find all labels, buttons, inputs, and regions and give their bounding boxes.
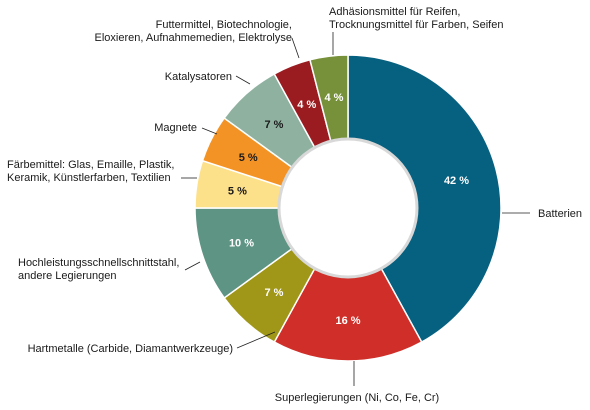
- value-label: 7 %: [264, 287, 283, 299]
- donut-hole-shadow: [277, 137, 419, 279]
- leader-line: [235, 75, 251, 85]
- category-label-hochleistungsschnellschnittstahl: Hochleistungsschnellschnittstahl, andere …: [18, 257, 179, 282]
- leader-line: [201, 127, 218, 135]
- category-label-futtermittel-biotechnologie: Futtermittel, Biotechnologie, Eloxieren, …: [95, 19, 293, 44]
- value-label: 10 %: [229, 238, 254, 250]
- leader-line: [184, 261, 201, 271]
- value-label: 5 %: [228, 185, 247, 197]
- leader-line: [291, 37, 300, 59]
- value-label: 16 %: [335, 315, 360, 327]
- value-label: 7 %: [264, 119, 283, 131]
- value-label: 5 %: [239, 152, 258, 164]
- leader-line: [236, 331, 276, 349]
- category-label-superlegierungen-ni-co-fe-cr: Superlegierungen (Ni, Co, Fe, Cr): [275, 392, 439, 404]
- value-label: 4 %: [324, 92, 343, 104]
- category-label-magnete: Magnete: [154, 122, 197, 134]
- value-label: 42 %: [444, 175, 469, 187]
- donut-hole: [281, 141, 415, 275]
- category-label-batterien: Batterien: [538, 208, 582, 220]
- category-label-hartmetalle-carbide-diamantwerkzeuge: Hartmetalle (Carbide, Diamantwerkzeuge): [28, 343, 233, 355]
- category-label-katalysatoren: Katalysatoren: [165, 71, 232, 83]
- category-label-färbemittel-glas-emaille-plastik: Färbemittel: Glas, Emaille, Plastik, Kera…: [7, 159, 175, 184]
- category-label-adhäsionsmittel-für-reifen: Adhäsionsmittel für Reifen, Trocknungsmit…: [329, 6, 503, 31]
- value-label: 4 %: [297, 99, 316, 111]
